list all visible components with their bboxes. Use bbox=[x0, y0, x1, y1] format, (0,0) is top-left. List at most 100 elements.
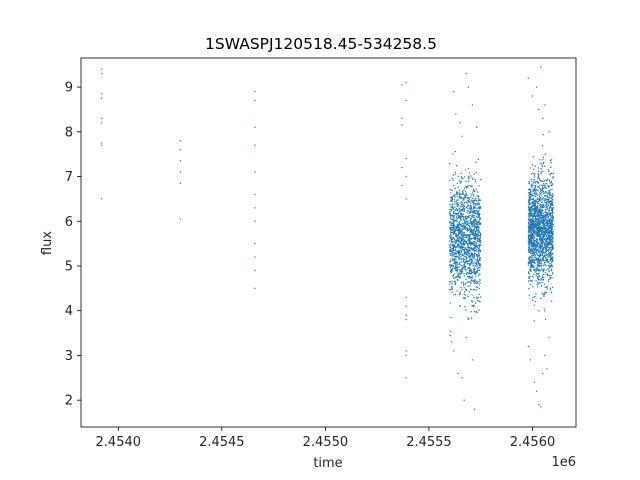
plot-area bbox=[80, 57, 577, 428]
data-point bbox=[101, 122, 103, 124]
data-point bbox=[530, 248, 532, 251]
data-point bbox=[542, 133, 544, 136]
data-point bbox=[449, 188, 451, 191]
data-point bbox=[544, 256, 547, 259]
data-point bbox=[551, 193, 554, 195]
data-point bbox=[545, 211, 548, 214]
data-point bbox=[535, 231, 538, 233]
data-point bbox=[536, 218, 538, 220]
data-point bbox=[529, 230, 532, 233]
data-point bbox=[464, 225, 466, 228]
data-point bbox=[470, 260, 472, 262]
data-point bbox=[544, 104, 546, 106]
data-point bbox=[542, 235, 545, 238]
data-point bbox=[465, 224, 468, 226]
data-point bbox=[479, 250, 481, 253]
data-point bbox=[548, 212, 550, 214]
data-point bbox=[542, 216, 544, 218]
data-point bbox=[550, 217, 552, 219]
data-point bbox=[467, 246, 469, 249]
data-point bbox=[461, 208, 463, 211]
data-point bbox=[549, 252, 552, 254]
data-point bbox=[460, 242, 462, 244]
data-point bbox=[539, 159, 541, 161]
data-point bbox=[538, 186, 540, 189]
data-point bbox=[531, 245, 533, 248]
data-point bbox=[532, 286, 534, 288]
data-point bbox=[543, 239, 545, 241]
data-point bbox=[552, 177, 554, 179]
data-point bbox=[533, 256, 535, 259]
data-point bbox=[452, 236, 455, 239]
data-point bbox=[449, 244, 451, 247]
data-point bbox=[254, 193, 256, 196]
data-point bbox=[467, 197, 469, 200]
data-point bbox=[547, 264, 550, 267]
data-point bbox=[536, 192, 538, 195]
data-point bbox=[531, 254, 533, 257]
data-point bbox=[451, 265, 454, 267]
data-point bbox=[465, 227, 468, 229]
data-point bbox=[449, 252, 451, 255]
data-point bbox=[548, 270, 550, 273]
data-point bbox=[528, 182, 530, 185]
data-point bbox=[540, 162, 542, 164]
data-point bbox=[469, 231, 471, 233]
data-point bbox=[534, 165, 536, 167]
data-point bbox=[532, 229, 534, 232]
data-point bbox=[405, 305, 407, 307]
data-point bbox=[538, 177, 540, 180]
data-point bbox=[541, 241, 543, 244]
data-point bbox=[467, 318, 470, 321]
data-point bbox=[474, 214, 476, 217]
data-point bbox=[479, 282, 481, 284]
data-point bbox=[468, 200, 470, 202]
data-point bbox=[457, 239, 459, 242]
data-point bbox=[469, 272, 471, 275]
data-point bbox=[405, 314, 407, 316]
x-tick-label: 2.4555 bbox=[406, 435, 452, 450]
data-point bbox=[449, 334, 451, 337]
data-point bbox=[462, 219, 465, 221]
data-point bbox=[452, 248, 455, 250]
data-point bbox=[541, 253, 544, 255]
data-point bbox=[540, 246, 542, 249]
data-point bbox=[479, 218, 481, 221]
data-point bbox=[468, 172, 471, 174]
data-point bbox=[530, 207, 532, 209]
data-point bbox=[449, 212, 451, 214]
data-point bbox=[538, 225, 540, 227]
data-point bbox=[466, 218, 468, 220]
data-point bbox=[475, 188, 477, 191]
data-point bbox=[547, 169, 550, 171]
data-point bbox=[473, 408, 476, 410]
data-point bbox=[543, 235, 546, 237]
data-point bbox=[476, 268, 478, 270]
data-point bbox=[456, 205, 458, 207]
data-point bbox=[532, 232, 535, 234]
data-point bbox=[451, 255, 453, 257]
data-point bbox=[550, 204, 552, 206]
data-point bbox=[475, 161, 477, 163]
data-point bbox=[545, 206, 548, 208]
data-point bbox=[465, 294, 467, 296]
data-point bbox=[549, 231, 552, 233]
data-point bbox=[528, 294, 530, 297]
data-point bbox=[538, 262, 540, 265]
data-point bbox=[539, 251, 541, 254]
data-point bbox=[541, 191, 543, 194]
data-point bbox=[536, 226, 539, 229]
data-point bbox=[552, 252, 554, 254]
data-point bbox=[461, 193, 463, 195]
data-point bbox=[540, 240, 543, 242]
data-point bbox=[463, 201, 466, 204]
data-point bbox=[477, 223, 479, 225]
data-point bbox=[477, 261, 480, 264]
data-point bbox=[469, 214, 471, 217]
data-point bbox=[254, 171, 256, 173]
data-point bbox=[469, 256, 471, 258]
data-point bbox=[548, 269, 550, 271]
data-point bbox=[454, 249, 456, 252]
data-point bbox=[470, 252, 473, 255]
data-point bbox=[543, 182, 545, 185]
